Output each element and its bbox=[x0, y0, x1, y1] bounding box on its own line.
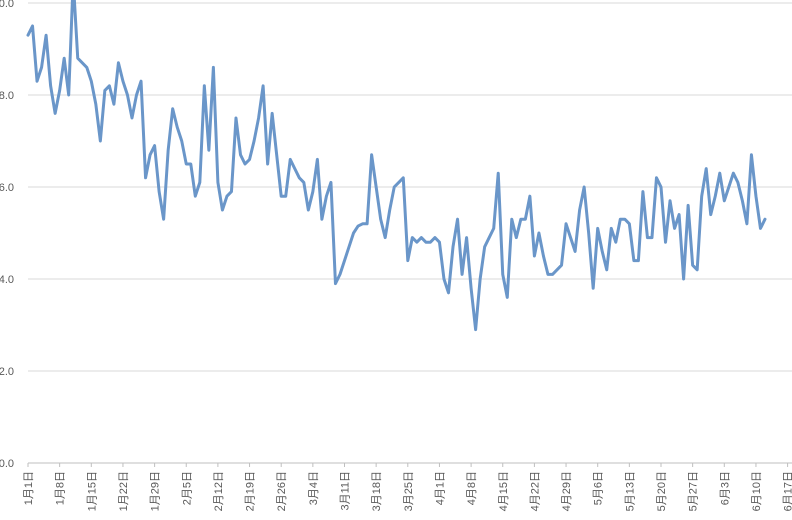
x-tick-label: 3月18日 bbox=[371, 471, 383, 511]
x-tick-label: 2月19日 bbox=[245, 471, 257, 511]
x-tick-label: 4月29日 bbox=[561, 471, 573, 511]
x-tick-label: 1月29日 bbox=[150, 471, 162, 511]
x-tick-label: 6月17日 bbox=[783, 471, 792, 511]
x-tick-label: 1月22日 bbox=[118, 471, 130, 511]
y-tick-label: 6.0 bbox=[0, 182, 14, 194]
x-tick-label: 4月8日 bbox=[466, 471, 478, 505]
x-tick-label: 1月15日 bbox=[86, 471, 98, 511]
x-tick-label: 6月10日 bbox=[751, 471, 763, 511]
x-tick-label: 1月8日 bbox=[55, 471, 67, 505]
y-tick-label: 10.0 bbox=[0, 0, 14, 10]
y-tick-label: 8.0 bbox=[0, 90, 14, 102]
x-tick-label: 1月1日 bbox=[23, 471, 35, 505]
x-tick-label: 5月20日 bbox=[656, 471, 668, 511]
y-tick-label: 4.0 bbox=[0, 274, 14, 286]
x-tick-label: 2月5日 bbox=[181, 471, 193, 505]
y-tick-label: 0.0 bbox=[0, 458, 14, 470]
gridlines bbox=[28, 2, 792, 372]
x-tick-label: 5月6日 bbox=[593, 471, 605, 505]
y-axis-tick-labels: 0.0 2.0 4.0 6.0 8.0 10.0 bbox=[0, 0, 14, 470]
x-tick-label: 3月25日 bbox=[403, 471, 415, 511]
x-tick-label: 2月12日 bbox=[213, 471, 225, 511]
x-tick-label: 6月3日 bbox=[719, 471, 731, 505]
x-tick-label: 5月13日 bbox=[624, 471, 636, 511]
x-tick-label: 4月1日 bbox=[434, 471, 446, 505]
y-tick-label: 2.0 bbox=[0, 366, 14, 378]
x-tick-label: 4月15日 bbox=[498, 471, 510, 511]
x-axis-tick-labels: 1月1日 1月8日 1月15日 1月22日 1月29日 2月5日 2月12日 2月19日 2月2… bbox=[23, 463, 792, 511]
x-tick-label: 5月27日 bbox=[688, 471, 700, 511]
x-tick-label: 4月22日 bbox=[529, 471, 541, 511]
series-line bbox=[26, 0, 767, 332]
x-tick-label: 3月11日 bbox=[340, 471, 352, 511]
x-tick-label: 3月4日 bbox=[308, 471, 320, 505]
x-tick-label: 2月26日 bbox=[276, 471, 288, 511]
